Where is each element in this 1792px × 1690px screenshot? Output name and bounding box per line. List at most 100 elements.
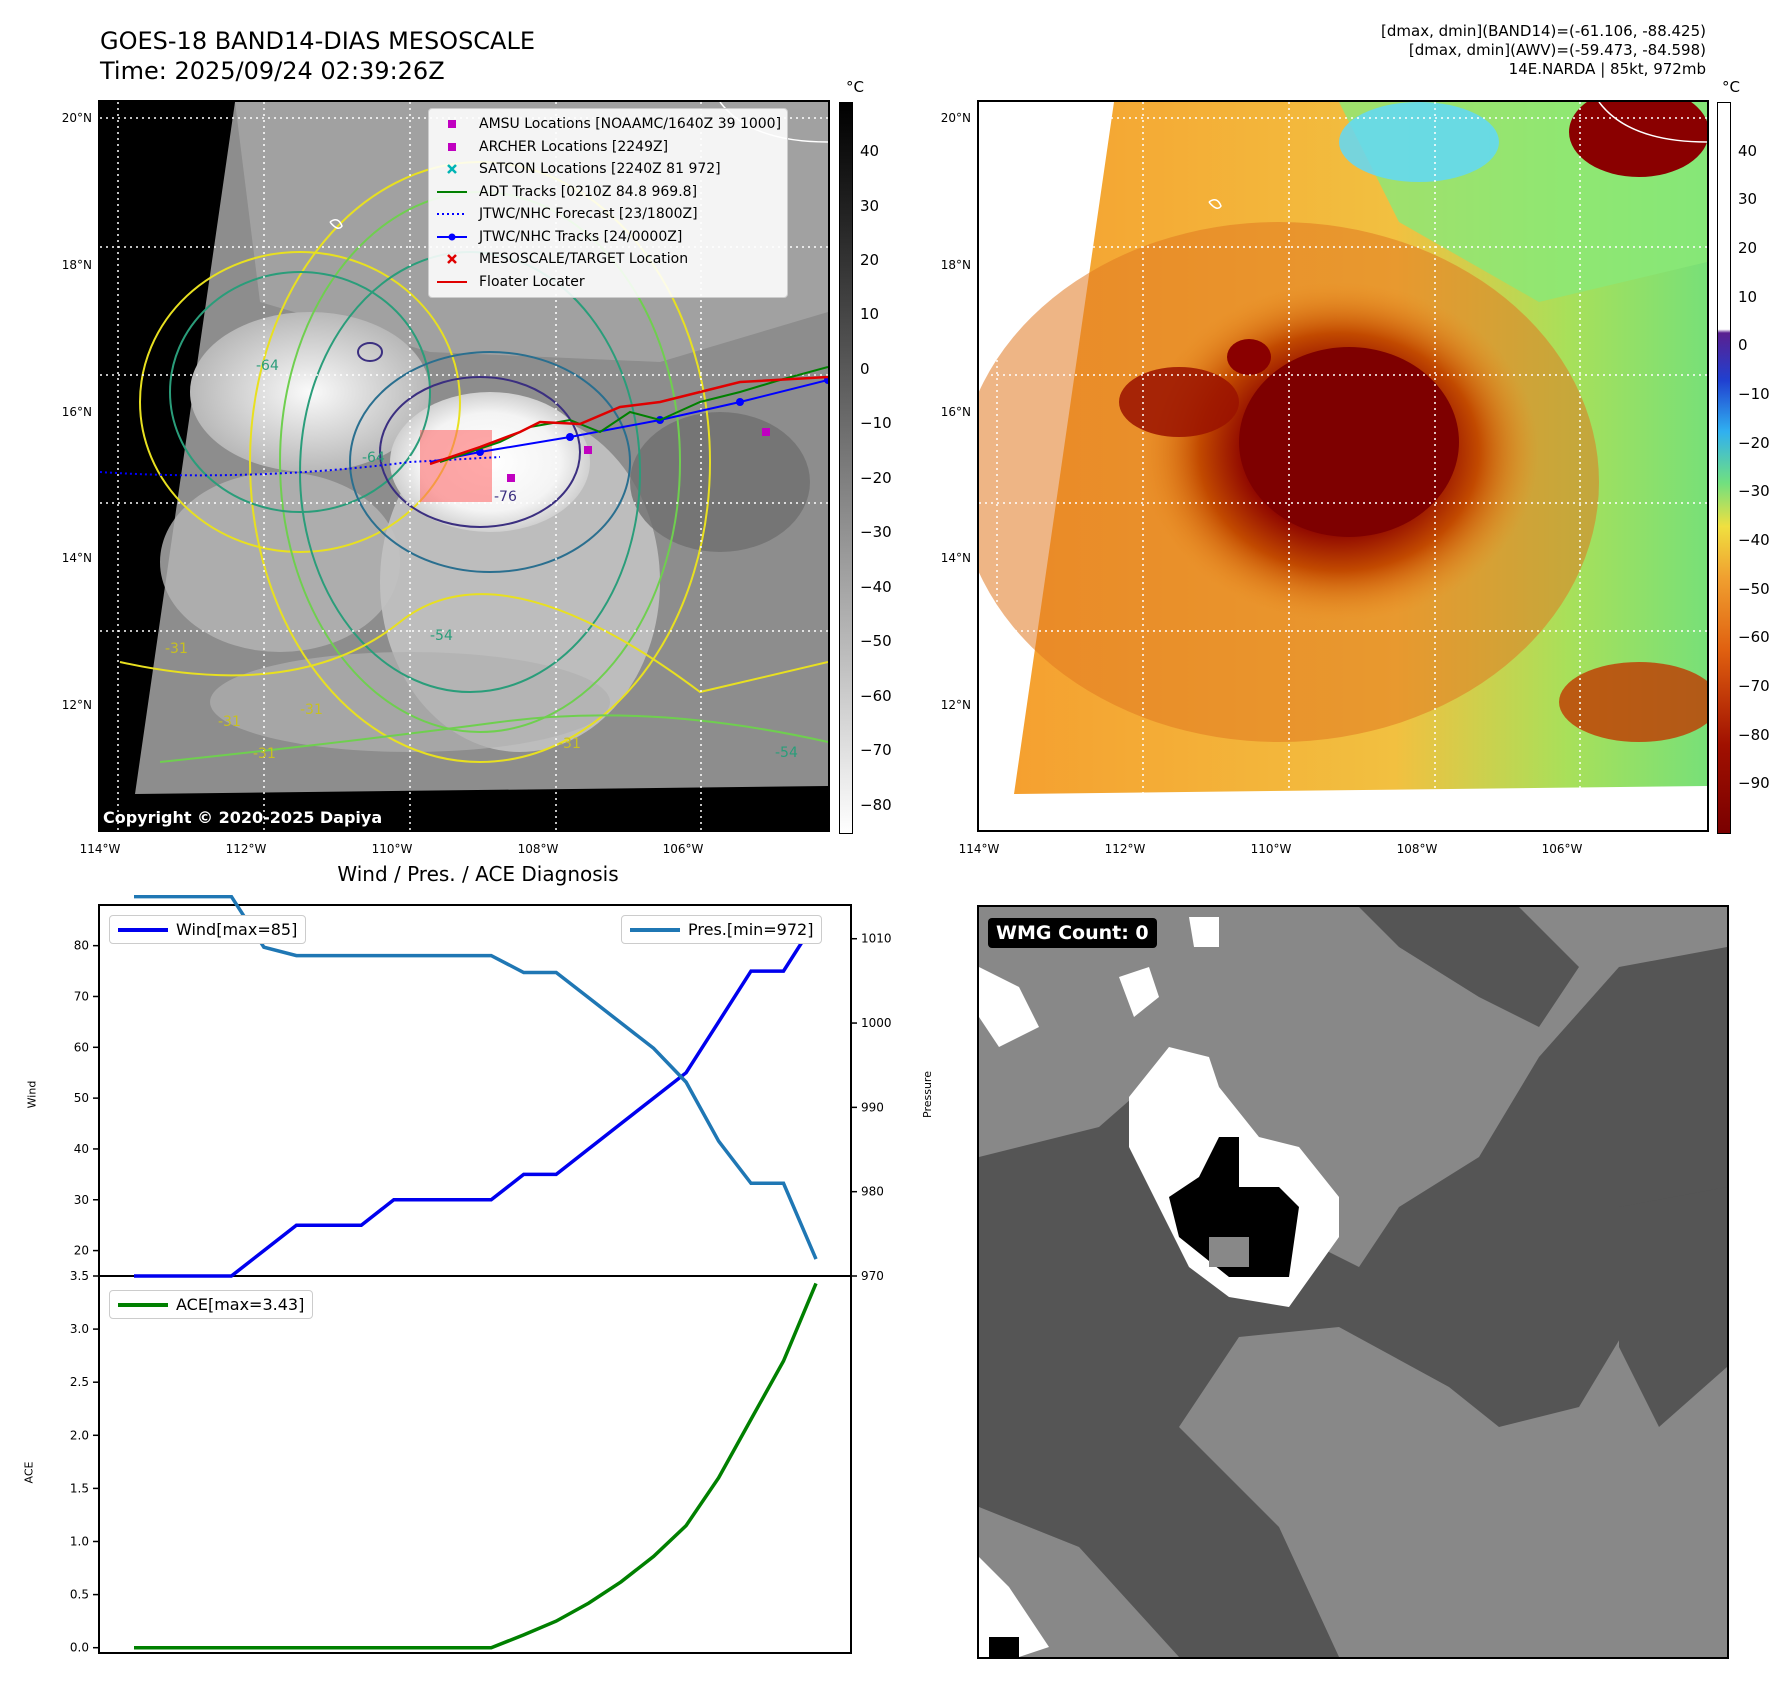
colorbar-tick: −20 [860, 468, 892, 487]
lon-label: 110°W [371, 842, 413, 856]
legend-label: ARCHER Locations [2249Z] [479, 138, 669, 155]
lon-label: 112°W [1104, 842, 1146, 856]
legend-marker [435, 163, 469, 175]
awv-colorbar-unit: °C [1722, 78, 1740, 96]
awv-colorbar [1717, 102, 1731, 834]
contour-label: -31 [558, 736, 581, 752]
lon-label: 112°W [225, 842, 267, 856]
figure-time: Time: 2025/09/24 02:39:26Z [100, 57, 445, 85]
colorbar-tick: −20 [1738, 433, 1770, 452]
colorbar-tick: 0 [1738, 336, 1748, 355]
diagnosis-chart: 20 30 40 50 60 70 80 970 980 990 1000 1010 0.0 0.5 1.0… [70, 895, 892, 1655]
ace-series-line [134, 1282, 818, 1650]
lat-label: 18°N [940, 258, 971, 272]
pressure-axis-label: Pressure [920, 1071, 934, 1118]
legend-marker [435, 253, 469, 265]
colorbar-tick: −40 [1738, 531, 1770, 549]
info-block: [dmax, dmin](BAND14)=(-61.106, -88.425) … [1381, 22, 1706, 79]
colorbar-tick: 20 [1738, 239, 1758, 257]
colorbar-tick: −40 [860, 577, 892, 596]
lon-label: 114°W [79, 842, 121, 856]
diagnosis-title: Wind / Pres. / ACE Diagnosis [337, 862, 619, 886]
colorbar-tick: −30 [1738, 482, 1770, 501]
tick-label: 0.5 [70, 1588, 89, 1602]
colorbar-tick: −70 [1738, 677, 1770, 695]
tick-label: 20 [74, 1244, 89, 1258]
lat-label: 16°N [61, 405, 92, 419]
wind-legend-label: Wind[max=85] [176, 920, 298, 939]
ir-colorbar [839, 102, 853, 834]
info-awv: [dmax, dmin](AWV)=(-59.473, -84.598) [1408, 41, 1706, 59]
legend-label: SATCON Locations [2240Z 81 972] [479, 161, 721, 177]
tick-label: 70 [74, 989, 89, 1003]
wind-legend: Wind[max=85] [109, 915, 307, 944]
legend-item: MESOSCALE/TARGET Location [435, 248, 781, 271]
tick-label: 40 [74, 1142, 89, 1156]
info-storm: 14E.NARDA | 85kt, 972mb [1508, 60, 1706, 78]
colorbar-tick: −80 [1738, 725, 1770, 744]
colorbar-tick: −70 [860, 741, 892, 760]
legend-label: AMSU Locations [NOAAMC/1640Z 39 1000] [479, 116, 782, 132]
lon-label: 106°W [1541, 842, 1583, 856]
colorbar-tick: 40 [1738, 141, 1758, 160]
tick-label: 3.5 [70, 1269, 89, 1283]
contour-label: -76 [494, 489, 517, 505]
lat-label: 18°N [61, 258, 92, 272]
tick-label: 2.5 [70, 1375, 89, 1389]
wind-axis-label: Wind [25, 1080, 39, 1109]
lon-label: 108°W [1396, 842, 1438, 856]
tick-label: 50 [74, 1091, 89, 1105]
ace-legend-line [118, 1302, 168, 1307]
wind-plot-frame [98, 904, 852, 1277]
legend-marker [435, 208, 469, 220]
contour-label: -54 [430, 628, 453, 644]
contour-label: -31 [253, 746, 276, 762]
contour-label: -31 [165, 641, 188, 657]
tick-label: 980 [861, 1185, 884, 1199]
colorbar-tick: 10 [1738, 287, 1758, 306]
contour-label: -31 [218, 714, 241, 730]
awv-map-image [979, 102, 1707, 830]
lon-label: 108°W [517, 842, 559, 856]
wind-legend-line [118, 927, 168, 932]
tick-label: 0.0 [70, 1641, 89, 1655]
colorbar-tick: 20 [860, 250, 880, 269]
legend-item: SATCON Locations [2240Z 81 972] [435, 158, 781, 181]
contour-label: -31 [300, 702, 323, 718]
tick-label: 1000 [861, 1016, 892, 1030]
legend-label: JTWC/NHC Forecast [23/1800Z] [479, 206, 698, 222]
colorbar-tick: 10 [860, 305, 880, 324]
legend-label: ADT Tracks [0210Z 84.8 969.8] [479, 183, 698, 200]
colorbar-tick: −10 [1738, 385, 1770, 403]
legend-label: MESOSCALE/TARGET Location [479, 251, 689, 267]
lat-label: 20°N [61, 111, 92, 125]
colorbar-tick: 30 [860, 196, 880, 215]
colorbar-tick: 30 [1738, 190, 1758, 209]
tick-label: 80 [74, 939, 89, 953]
colorbar-tick: 40 [860, 142, 880, 161]
lat-label: 12°N [940, 698, 971, 712]
contour-label: -54 [775, 745, 798, 761]
ace-plot-frame [98, 1275, 852, 1654]
tick-label: 1010 [861, 932, 892, 946]
pressure-legend: Pres.[min=972] [621, 915, 823, 944]
legend-marker [435, 141, 469, 153]
pressure-legend-label: Pres.[min=972] [688, 920, 814, 939]
copyright-label: Copyright © 2020-2025 Dapiya [103, 808, 383, 827]
colorbar-tick: −80 [860, 795, 892, 814]
lat-label: 14°N [61, 551, 92, 565]
colorbar-tick: −90 [1738, 774, 1770, 793]
info-band14: [dmax, dmin](BAND14)=(-61.106, -88.425) [1381, 22, 1706, 40]
legend-label: Floater Locater [479, 273, 585, 290]
pressure-legend-line [630, 927, 680, 932]
legend-marker [435, 231, 469, 243]
tick-label: 2.0 [70, 1428, 89, 1442]
wmg-image [979, 907, 1727, 1657]
ir-colorbar-unit: °C [846, 78, 864, 96]
lon-label: 110°W [1250, 842, 1292, 856]
tick-label: 3.0 [70, 1322, 89, 1336]
ace-legend: ACE[max=3.43] [109, 1290, 314, 1319]
legend-item: Floater Locater [435, 271, 781, 294]
awv-map-panel [977, 100, 1709, 832]
tick-label: 970 [861, 1269, 884, 1283]
